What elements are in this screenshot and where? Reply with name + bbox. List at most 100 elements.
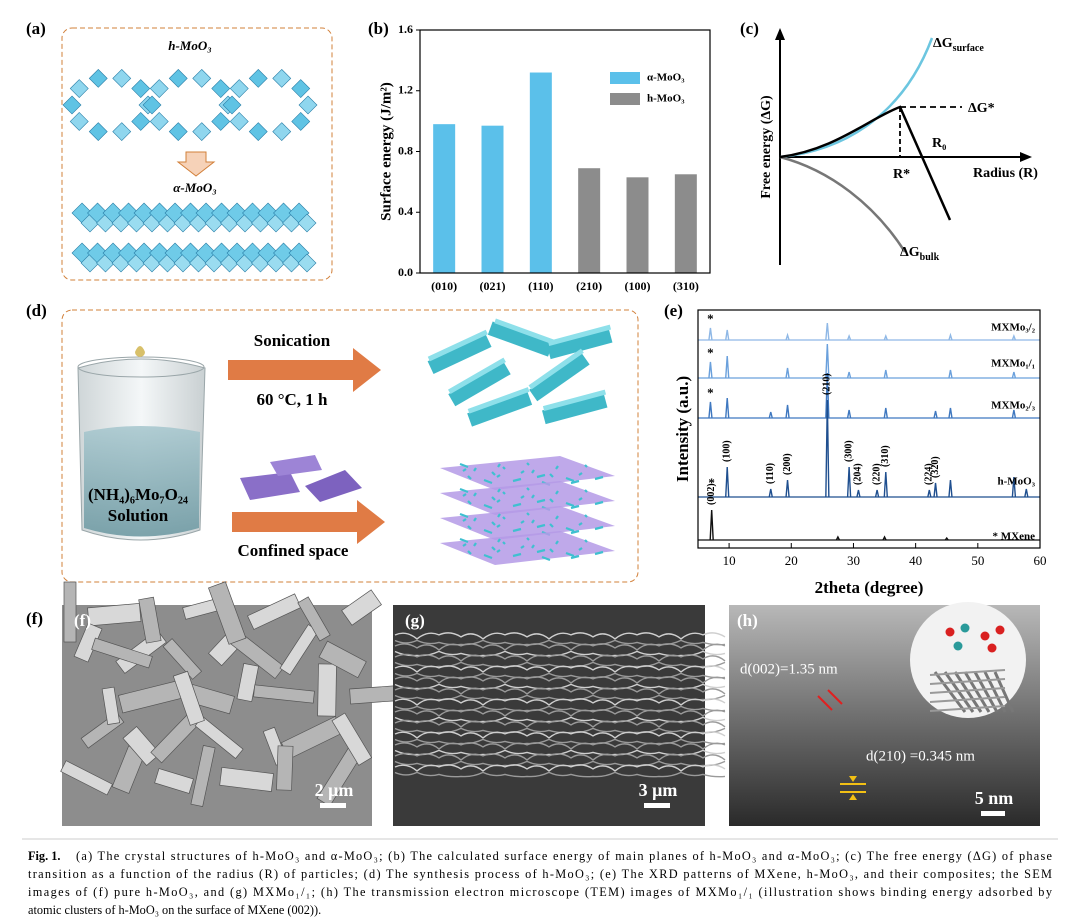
peak xyxy=(1011,476,1017,498)
nano-rod xyxy=(497,463,501,468)
sem-rod xyxy=(91,637,153,669)
octahedron xyxy=(222,95,242,115)
sheet xyxy=(270,455,322,476)
rod xyxy=(427,329,492,374)
nano-rod xyxy=(520,470,525,474)
nano-rod xyxy=(467,475,472,480)
lattice-bond xyxy=(929,687,1006,694)
arrowhead xyxy=(1020,152,1032,162)
arrowhead xyxy=(775,28,785,40)
sem-layer xyxy=(394,771,726,778)
octahedron xyxy=(112,68,132,88)
panel-label: (f) xyxy=(74,611,91,630)
label: R₀ xyxy=(932,136,946,151)
label: h-MoO₃ xyxy=(168,38,212,53)
lattice-bond xyxy=(953,671,983,713)
nano-rod xyxy=(512,502,522,508)
nano-rod xyxy=(594,525,604,531)
axis-title: Intensity (a.u.) xyxy=(673,376,692,482)
peak xyxy=(1011,371,1017,379)
plot-frame xyxy=(697,309,1041,549)
nano-rod xyxy=(520,520,525,524)
scale-bar-label: 3 μm xyxy=(639,780,678,800)
rod-top xyxy=(467,387,530,414)
caption-line: atomic clusters of h-MoO₃ on the surface… xyxy=(28,903,321,917)
peak xyxy=(785,479,790,498)
caption-line: transition as a function of the radius (… xyxy=(28,867,1052,881)
octahedron xyxy=(229,79,249,98)
bar xyxy=(578,168,601,273)
atom xyxy=(980,631,990,641)
rod-top xyxy=(542,389,607,412)
panel-label: (a) xyxy=(26,19,46,38)
nano-rod xyxy=(483,553,493,560)
x-tick-label: (100) xyxy=(625,279,651,293)
octahedron xyxy=(168,122,188,142)
sem-layer xyxy=(394,731,726,739)
nano-rod xyxy=(536,498,546,504)
rod xyxy=(542,389,608,425)
series-label: * MXene xyxy=(993,531,1036,543)
peak-label: (100) xyxy=(722,440,733,462)
nano-rod xyxy=(536,548,546,554)
panel-label: (e) xyxy=(664,301,683,320)
nano-rod xyxy=(491,471,496,476)
nano-rod xyxy=(502,491,506,495)
bar xyxy=(433,124,456,273)
peak xyxy=(883,407,888,419)
nano-rod xyxy=(584,489,588,493)
panel-label: (h) xyxy=(737,611,758,630)
peak xyxy=(883,334,888,341)
nano-rod xyxy=(555,465,559,470)
nano-rod xyxy=(462,543,467,547)
octahedron xyxy=(142,95,162,115)
sem-rod xyxy=(60,760,113,796)
octahedron xyxy=(168,68,188,88)
nano-rod xyxy=(565,476,575,483)
scale-bar xyxy=(320,803,346,808)
nano-rod xyxy=(459,512,469,519)
sem-rod xyxy=(208,581,247,645)
octahedron xyxy=(211,79,231,98)
peak xyxy=(933,410,938,419)
peak xyxy=(846,334,852,341)
peak xyxy=(948,332,953,341)
nano-rod xyxy=(570,554,580,560)
label: R* xyxy=(893,167,910,182)
nano-rod xyxy=(578,547,583,551)
atom xyxy=(953,641,963,651)
y-tick-label: 0.4 xyxy=(398,204,413,218)
beaker-rim xyxy=(77,356,205,378)
sem-layer xyxy=(394,632,726,640)
rods xyxy=(427,318,613,427)
rod-face xyxy=(448,362,511,407)
octahedron xyxy=(297,253,317,273)
scale-bar-label: 5 nm xyxy=(975,788,1014,808)
peak xyxy=(882,535,887,541)
atom xyxy=(960,623,970,633)
sem-layers xyxy=(394,632,726,778)
nano-rod xyxy=(497,513,501,518)
arrowhead xyxy=(849,776,857,800)
nano-rod xyxy=(584,539,588,543)
label: α-MoO₃ xyxy=(173,180,217,195)
fringe-marker xyxy=(817,695,833,711)
sem-rod xyxy=(276,745,294,791)
octahedron xyxy=(297,213,317,233)
rod-face xyxy=(427,334,492,374)
peak-marker: * xyxy=(708,475,715,490)
nano-rod xyxy=(526,487,530,491)
x-tick-label: (210) xyxy=(576,279,602,293)
nano-rod xyxy=(594,500,604,506)
y-tick-label: 0.0 xyxy=(398,265,413,279)
x-tick-label: (110) xyxy=(528,279,553,293)
peak xyxy=(846,371,852,379)
nano-rod xyxy=(526,537,530,541)
bar xyxy=(529,72,552,274)
nano-rod xyxy=(459,462,469,469)
peak-label: (110) xyxy=(765,463,776,484)
sheets xyxy=(240,455,615,565)
y-tick-label: 0.8 xyxy=(398,143,413,157)
nano-rod xyxy=(483,503,493,510)
peak xyxy=(825,372,830,419)
